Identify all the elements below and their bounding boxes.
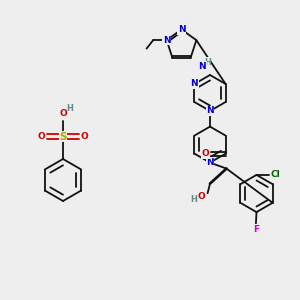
Text: N: N	[178, 25, 185, 34]
Text: O: O	[59, 109, 67, 118]
Text: H: H	[204, 58, 211, 67]
Text: Cl: Cl	[270, 170, 280, 179]
Text: O: O	[81, 132, 88, 141]
Text: S: S	[59, 131, 67, 142]
Text: O: O	[38, 132, 45, 141]
Text: H: H	[66, 104, 73, 113]
Text: N: N	[206, 158, 214, 167]
Text: H: H	[191, 195, 197, 204]
Text: F: F	[253, 225, 259, 234]
Text: O: O	[201, 149, 209, 158]
Text: N: N	[206, 106, 214, 116]
Text: O: O	[198, 192, 206, 201]
Text: N: N	[190, 80, 198, 88]
Text: N: N	[198, 62, 206, 71]
Text: N: N	[163, 36, 170, 45]
